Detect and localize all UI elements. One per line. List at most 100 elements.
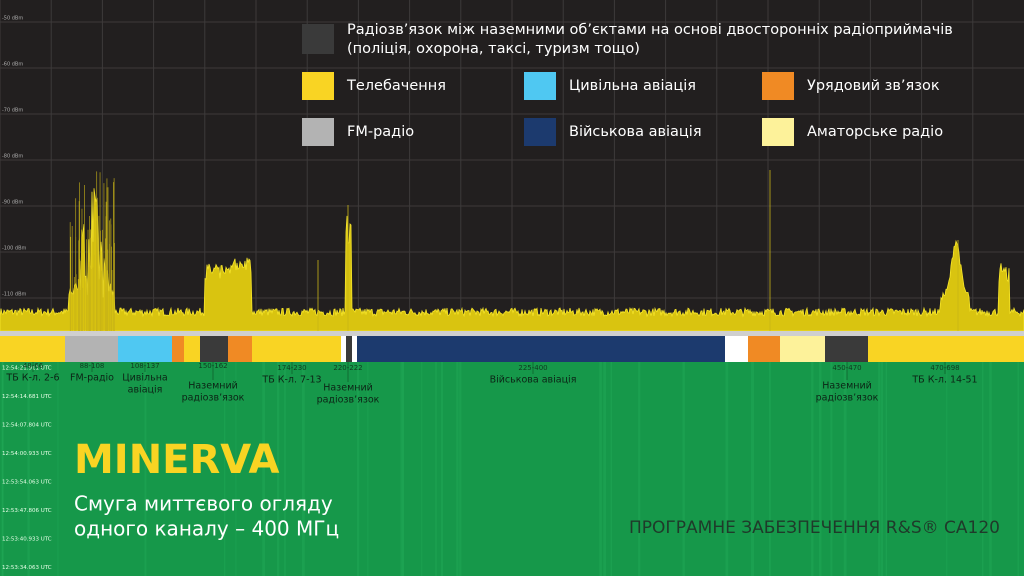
band-segment bbox=[228, 336, 252, 362]
band-name: Наземний bbox=[822, 381, 872, 392]
band-bar bbox=[0, 336, 1024, 362]
y-axis-label: -110 dBm bbox=[2, 292, 27, 298]
subtitle-line: одного каналу – 400 МГц bbox=[74, 517, 339, 541]
stripe bbox=[284, 362, 286, 576]
legend-swatch bbox=[524, 118, 556, 146]
band-segment bbox=[357, 336, 725, 362]
time-label: 12:53:34.063 UTC bbox=[2, 565, 52, 571]
legend-label: Телебачення bbox=[346, 78, 446, 94]
band-name: радіозв’язок bbox=[317, 395, 380, 406]
time-label: 12:53:47.806 UTC bbox=[2, 508, 52, 514]
band-name: радіозв’язок bbox=[182, 393, 245, 404]
legend-swatch bbox=[524, 72, 556, 100]
band-name: ТБ К-л. 14-51 bbox=[911, 375, 977, 386]
stripe bbox=[435, 362, 437, 576]
time-label: 12:54:21.911 UTC bbox=[2, 366, 52, 372]
stripe bbox=[356, 362, 360, 576]
legend-label: Радіозв’язок між наземними об’єктами на … bbox=[347, 22, 953, 38]
waterfall-stripes: 12:54:21.911 UTC 12:54:14.681 UTC 12:54:07… bbox=[1, 362, 1019, 576]
stripe bbox=[57, 362, 59, 576]
band-range: 150-162 bbox=[198, 362, 227, 370]
stripe bbox=[768, 362, 771, 576]
y-axis-label: -80 dBm bbox=[2, 154, 23, 160]
stripe bbox=[830, 362, 833, 576]
stripe bbox=[843, 362, 847, 576]
y-axis-label: -50 dBm bbox=[2, 16, 23, 22]
stripe bbox=[603, 362, 607, 576]
grid: -50 dBm -60 dBm -70 dBm -80 dBm -90 dBm -100 … bbox=[0, 0, 1024, 331]
stripe bbox=[638, 362, 641, 576]
frequency-scale bbox=[0, 331, 1024, 336]
stripe bbox=[946, 362, 948, 576]
stripe bbox=[981, 362, 984, 576]
title: MINERVA bbox=[74, 437, 280, 483]
y-axis-label: -100 dBm bbox=[2, 246, 27, 252]
band-range: 225-400 bbox=[518, 364, 547, 372]
y-axis-label: -90 dBm bbox=[2, 200, 23, 206]
stripe bbox=[725, 362, 729, 576]
legend-label: Військова авіація bbox=[569, 124, 702, 140]
band-segment bbox=[725, 336, 748, 362]
stripe bbox=[262, 362, 266, 576]
spectrum-trace bbox=[0, 170, 1024, 332]
stripe bbox=[456, 362, 459, 576]
waterfall-background bbox=[0, 336, 1024, 576]
band-range: 450-470 bbox=[832, 364, 861, 372]
band-name: радіозв’язок bbox=[816, 393, 879, 404]
band-range: 174-230 bbox=[277, 364, 306, 372]
stripe bbox=[878, 362, 881, 576]
legend-label: Аматорське радіо bbox=[807, 124, 943, 140]
legend-label: Урядовий зв’язок bbox=[807, 78, 940, 94]
band-segment bbox=[780, 336, 825, 362]
legend-label: FM-радіо bbox=[347, 124, 414, 140]
time-label: 12:53:40.933 UTC bbox=[2, 537, 52, 543]
stripe bbox=[751, 362, 755, 576]
stripe bbox=[818, 362, 822, 576]
time-label: 12:53:54.063 UTC bbox=[2, 480, 52, 486]
stripe bbox=[885, 362, 888, 576]
band-range: 108-137 bbox=[130, 362, 159, 370]
stripe bbox=[881, 362, 884, 576]
footer: ПРОГРАМНЕ ЗАБЕЗПЕЧЕННЯ R&S® CA120 bbox=[629, 518, 1000, 538]
band-name: ТБ К-л. 7-13 bbox=[261, 375, 321, 386]
time-label: 12:54:00.933 UTC bbox=[2, 451, 52, 457]
band-name: Військова авіація bbox=[490, 375, 577, 386]
band-name: FM-радіо bbox=[70, 373, 114, 384]
stripe bbox=[599, 362, 602, 576]
legend: Радіозв’язок між наземними об’єктами на … bbox=[302, 22, 953, 146]
stripe bbox=[459, 362, 462, 576]
stripe bbox=[811, 362, 814, 576]
band-name: ТБ К-л. 2-6 bbox=[5, 373, 59, 384]
time-label: 12:54:07.804 UTC bbox=[2, 423, 52, 429]
band-segment bbox=[352, 336, 357, 362]
band-segment bbox=[172, 336, 184, 362]
band-range: 470-698 bbox=[930, 364, 959, 372]
y-axis-label: -70 dBm bbox=[2, 108, 23, 114]
band-name: Цивільна bbox=[122, 373, 168, 384]
legend-swatch bbox=[302, 118, 334, 146]
legend-label: (поліція, охорона, таксі, туризм тощо) bbox=[347, 41, 640, 57]
stripe bbox=[27, 362, 30, 576]
stripe bbox=[1017, 362, 1019, 576]
stripe bbox=[224, 362, 226, 576]
stripe bbox=[402, 362, 404, 576]
subtitle-line: Смуга миттєвого огляду bbox=[74, 492, 333, 516]
stripe bbox=[301, 362, 305, 576]
stripe bbox=[610, 362, 613, 576]
band-segment bbox=[346, 336, 352, 362]
legend-swatch bbox=[302, 72, 334, 100]
stripe bbox=[989, 362, 992, 576]
legend-label: Цивільна авіація bbox=[569, 78, 696, 94]
stripe bbox=[440, 362, 444, 576]
band-range: 48-66 bbox=[23, 362, 44, 370]
band-range: 88-108 bbox=[80, 362, 105, 370]
legend-swatch bbox=[762, 118, 794, 146]
band-segment bbox=[825, 336, 868, 362]
legend-swatch bbox=[762, 72, 794, 100]
band-range: 220-222 bbox=[333, 364, 362, 372]
stripe bbox=[421, 362, 423, 576]
time-label: 12:54:14.681 UTC bbox=[2, 394, 52, 400]
stripe bbox=[1, 362, 4, 576]
